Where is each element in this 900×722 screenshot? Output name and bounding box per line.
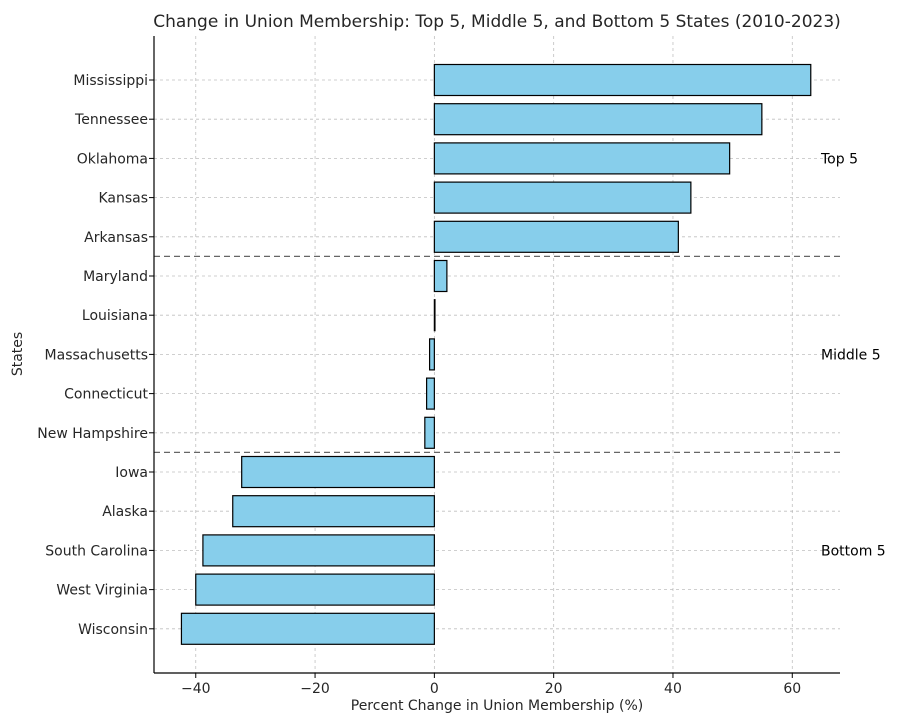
- y-tick-label: Oklahoma: [77, 151, 148, 167]
- x-tick-label: 0: [430, 681, 439, 697]
- y-axis-label: States: [10, 332, 26, 376]
- chart-title: Change in Union Membership: Top 5, Middl…: [153, 12, 841, 32]
- y-tick-label: Tennessee: [74, 112, 148, 128]
- y-tick-label: West Virginia: [56, 583, 148, 599]
- y-tick-label: Alaska: [102, 504, 148, 520]
- y-tick-label: Connecticut: [64, 387, 148, 403]
- y-tick-label: Mississippi: [73, 73, 148, 89]
- x-ticks: −40 −20 0 20 40 60: [181, 673, 801, 697]
- bar-louisiana: [433, 299, 436, 332]
- bar-connecticut: [426, 377, 435, 410]
- group-separators: [154, 255, 840, 453]
- y-tick-label: Kansas: [98, 191, 148, 207]
- group-label: Top 5: [820, 151, 858, 167]
- group-label: Bottom 5: [821, 543, 886, 559]
- bar-mississippi: [433, 63, 812, 97]
- bar-maryland: [433, 259, 448, 293]
- group-label: Middle 5: [821, 347, 881, 363]
- y-tick-label: Maryland: [83, 269, 148, 285]
- bar-massachusetts: [428, 338, 435, 371]
- bar-oklahoma: [433, 142, 731, 175]
- x-tick-label: 20: [545, 681, 563, 697]
- y-ticks: Mississippi Tennessee Oklahoma Kansas Arkans…: [37, 73, 154, 638]
- y-tick-label: New Hampshire: [37, 426, 148, 442]
- grid-lines: [154, 36, 840, 673]
- x-axis-label: Percent Change in Union Membership (%): [351, 698, 644, 714]
- x-tick-label: −40: [181, 681, 211, 697]
- y-tick-label: Arkansas: [84, 230, 148, 246]
- bar-wisconsin: [180, 612, 435, 645]
- y-tick-label: Iowa: [115, 465, 148, 481]
- y-tick-label: Wisconsin: [78, 622, 148, 638]
- y-tick-label: South Carolina: [45, 543, 148, 559]
- bar-west-virginia: [195, 573, 435, 606]
- x-tick-label: 60: [783, 681, 801, 697]
- bar-arkansas: [433, 220, 679, 253]
- x-tick-label: 40: [664, 681, 682, 697]
- y-tick-label: Massachusetts: [45, 347, 148, 363]
- group-labels: Top 5 Middle 5 Bottom 5: [820, 151, 886, 559]
- bar-iowa: [241, 455, 435, 489]
- bar-alaska: [232, 495, 435, 528]
- x-tick-label: −20: [300, 681, 330, 697]
- bar-south-carolina: [202, 534, 435, 567]
- bar-new-hampshire: [424, 416, 435, 449]
- y-tick-label: Louisiana: [82, 308, 148, 324]
- bar-tennessee: [433, 103, 763, 136]
- bar-kansas: [433, 181, 692, 214]
- bars: [180, 63, 812, 645]
